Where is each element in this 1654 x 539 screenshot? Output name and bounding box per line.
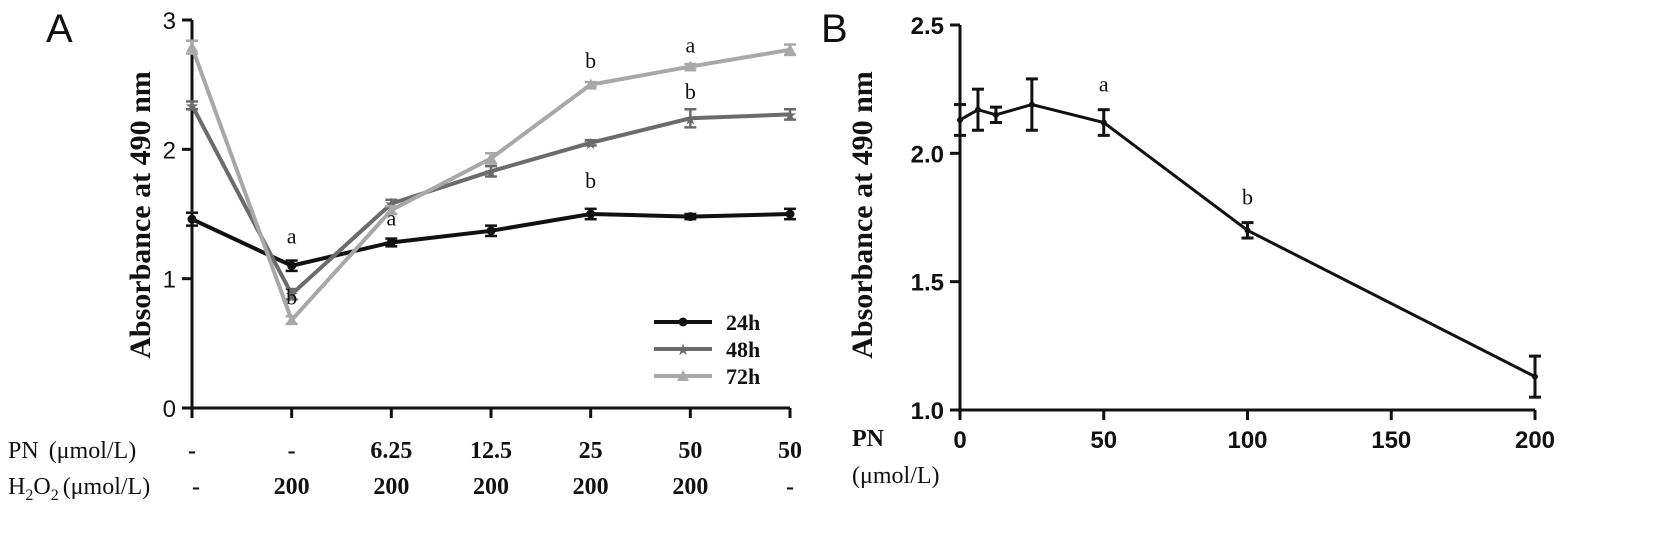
series-48h-point: ★: [783, 105, 797, 124]
series-48h-point: ★: [583, 134, 597, 153]
panel-a-ylabel: Absorbance at 490 nm: [124, 71, 157, 359]
panel-b-significance-label: a: [1099, 72, 1109, 97]
pn-value: 12.5: [470, 438, 512, 464]
panel-b-series-line: [959, 103, 1536, 378]
series-24h-point: [685, 212, 695, 222]
h2o2-value: -: [786, 474, 794, 500]
significance-label: b: [585, 48, 596, 73]
significance-label: a: [685, 32, 695, 57]
panel-b-point: [992, 111, 999, 118]
panel-a-plot: 0 1 2 3 - - 6.25 12.5 25 50 50 - 200 200 200 200 200 - ★ ★ ★…: [163, 8, 802, 500]
panel-b-point: [1532, 373, 1538, 380]
panel-b-point: [974, 106, 981, 113]
panel-b-x-tick-label: 200: [1515, 427, 1555, 454]
panel-b-point: [957, 116, 963, 123]
panel-b-letter: B: [821, 7, 848, 51]
row-h2o2-label: H2O2 (μmol/L): [8, 474, 150, 504]
pn-value: -: [188, 438, 196, 464]
significance-label: a: [287, 224, 297, 249]
panel-b-plot: 1.0 1.5 2.0 2.5 0 50 100 150 200 a b: [911, 13, 1555, 454]
series-24h-point: [386, 237, 396, 247]
pn-value: 50: [778, 438, 802, 464]
panel-a-y-tick-label: 2: [163, 137, 176, 164]
series-48h-point: ★: [683, 109, 697, 128]
series-48h-point: ★: [484, 162, 498, 181]
series-72h-point: [285, 314, 298, 326]
panel-b-x-tick-label: 0: [953, 427, 966, 454]
panel-b-xlabel-main: PN: [852, 426, 885, 452]
series-24h-line: [191, 211, 791, 268]
row-pn-label: PN (μmol/L): [8, 438, 136, 464]
significance-label: b: [685, 79, 696, 104]
h2o2-value: -: [192, 474, 200, 500]
significance-label: a: [386, 206, 396, 231]
pn-value: -: [288, 438, 296, 464]
panel-b-y-tick-label: 1.0: [911, 398, 944, 425]
pn-value: 6.25: [370, 438, 412, 464]
panel-b-x-tick-label: 50: [1090, 427, 1117, 454]
h2o2-value: 200: [473, 474, 509, 500]
legend-72h-label: 72h: [726, 364, 760, 389]
series-24h-point: [785, 209, 795, 219]
panel-b-x-tick-label: 100: [1227, 427, 1267, 454]
legend-72h-marker: [677, 370, 689, 381]
series-72h-point: [385, 204, 398, 216]
panel-a-y-tick-label: 0: [163, 396, 176, 423]
h2o2-value: 200: [274, 474, 310, 500]
legend-24h-label: 24h: [726, 310, 760, 335]
series-48h-point: ★: [185, 96, 199, 115]
series-72h-point: [784, 43, 796, 55]
series-24h-point: [187, 214, 197, 224]
panel-b-y-tick-label: 1.5: [911, 270, 944, 297]
panel-b-y-tick-label: 2.0: [911, 141, 944, 168]
series-48h-point: ★: [284, 285, 298, 304]
series-48h-line: [190, 104, 791, 298]
panel-b-y-tick-label: 2.5: [911, 13, 944, 40]
h2o2-value: 200: [672, 474, 708, 500]
panel-b-point: [1100, 119, 1107, 126]
legend-48h-marker: ★: [676, 340, 690, 359]
panel-a-y-tick-label: 3: [163, 8, 176, 35]
panel-b-point: [1244, 227, 1251, 234]
significance-label: b: [585, 168, 596, 193]
panel-b-significance-label: b: [1242, 185, 1253, 210]
series-24h-point: [586, 209, 596, 219]
panel-b-point: [1028, 101, 1035, 108]
panel-b-xlabel-unit: (μmol/L): [852, 463, 940, 489]
series-24h-point: [486, 226, 496, 236]
h2o2-value: 200: [373, 474, 409, 500]
panel-a-y-tick-label: 1: [163, 267, 176, 294]
panel-a-letter: A: [46, 7, 73, 51]
legend-24h-marker: [678, 317, 688, 327]
legend-48h-label: 48h: [726, 337, 760, 362]
series-72h-point: [485, 152, 497, 164]
pn-value: 50: [678, 438, 702, 464]
panel-b-ylabel: Absorbance at 490 nm: [846, 71, 879, 359]
pn-value: 25: [579, 438, 603, 464]
series-72h-point: [684, 60, 697, 72]
series-72h-point: [186, 41, 198, 53]
h2o2-value: 200: [573, 474, 609, 500]
series-72h-point: [584, 78, 597, 90]
significance-label: b: [286, 285, 297, 310]
panel-b-x-tick-label: 150: [1371, 427, 1411, 454]
series-24h-point: [287, 261, 297, 271]
